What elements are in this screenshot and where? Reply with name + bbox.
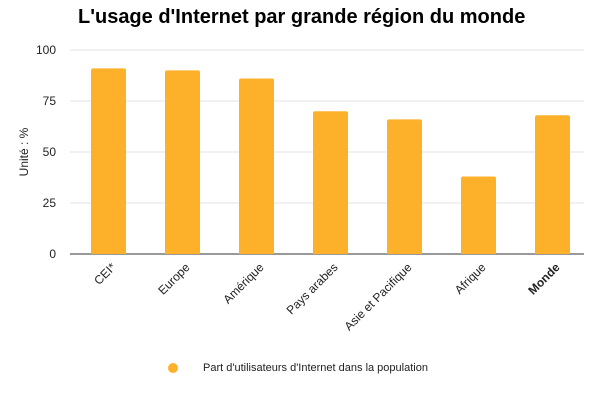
y-tick-label: 0 <box>49 247 56 261</box>
x-tick-label: Pays arabes <box>284 260 341 317</box>
bar <box>535 115 570 254</box>
bar <box>91 68 126 254</box>
x-tick-label: CEI* <box>91 260 119 288</box>
bar <box>313 111 348 254</box>
y-tick-label: 50 <box>43 145 57 159</box>
bar <box>461 176 496 254</box>
y-tick-label: 100 <box>36 43 56 57</box>
legend-marker <box>168 363 178 373</box>
x-tick-label: Afrique <box>452 260 489 297</box>
bar <box>387 119 422 254</box>
y-tick-label: 75 <box>43 94 57 108</box>
x-tick-label: Asie et Pacifique <box>342 260 415 333</box>
bar <box>165 70 200 255</box>
x-tick-label: Amérique <box>220 260 266 306</box>
legend-label: Part d'utilisateurs d'Internet dans la p… <box>203 362 428 374</box>
x-tick-label: Europe <box>155 260 192 297</box>
chart-title: L'usage d'Internet par grande région du … <box>78 6 526 28</box>
legend: Part d'utilisateurs d'Internet dans la p… <box>168 362 428 374</box>
y-axis-label: Unité : % <box>17 127 31 176</box>
y-tick-label: 25 <box>43 196 57 210</box>
bar <box>239 78 274 254</box>
x-tick-label: Monde <box>525 260 562 297</box>
